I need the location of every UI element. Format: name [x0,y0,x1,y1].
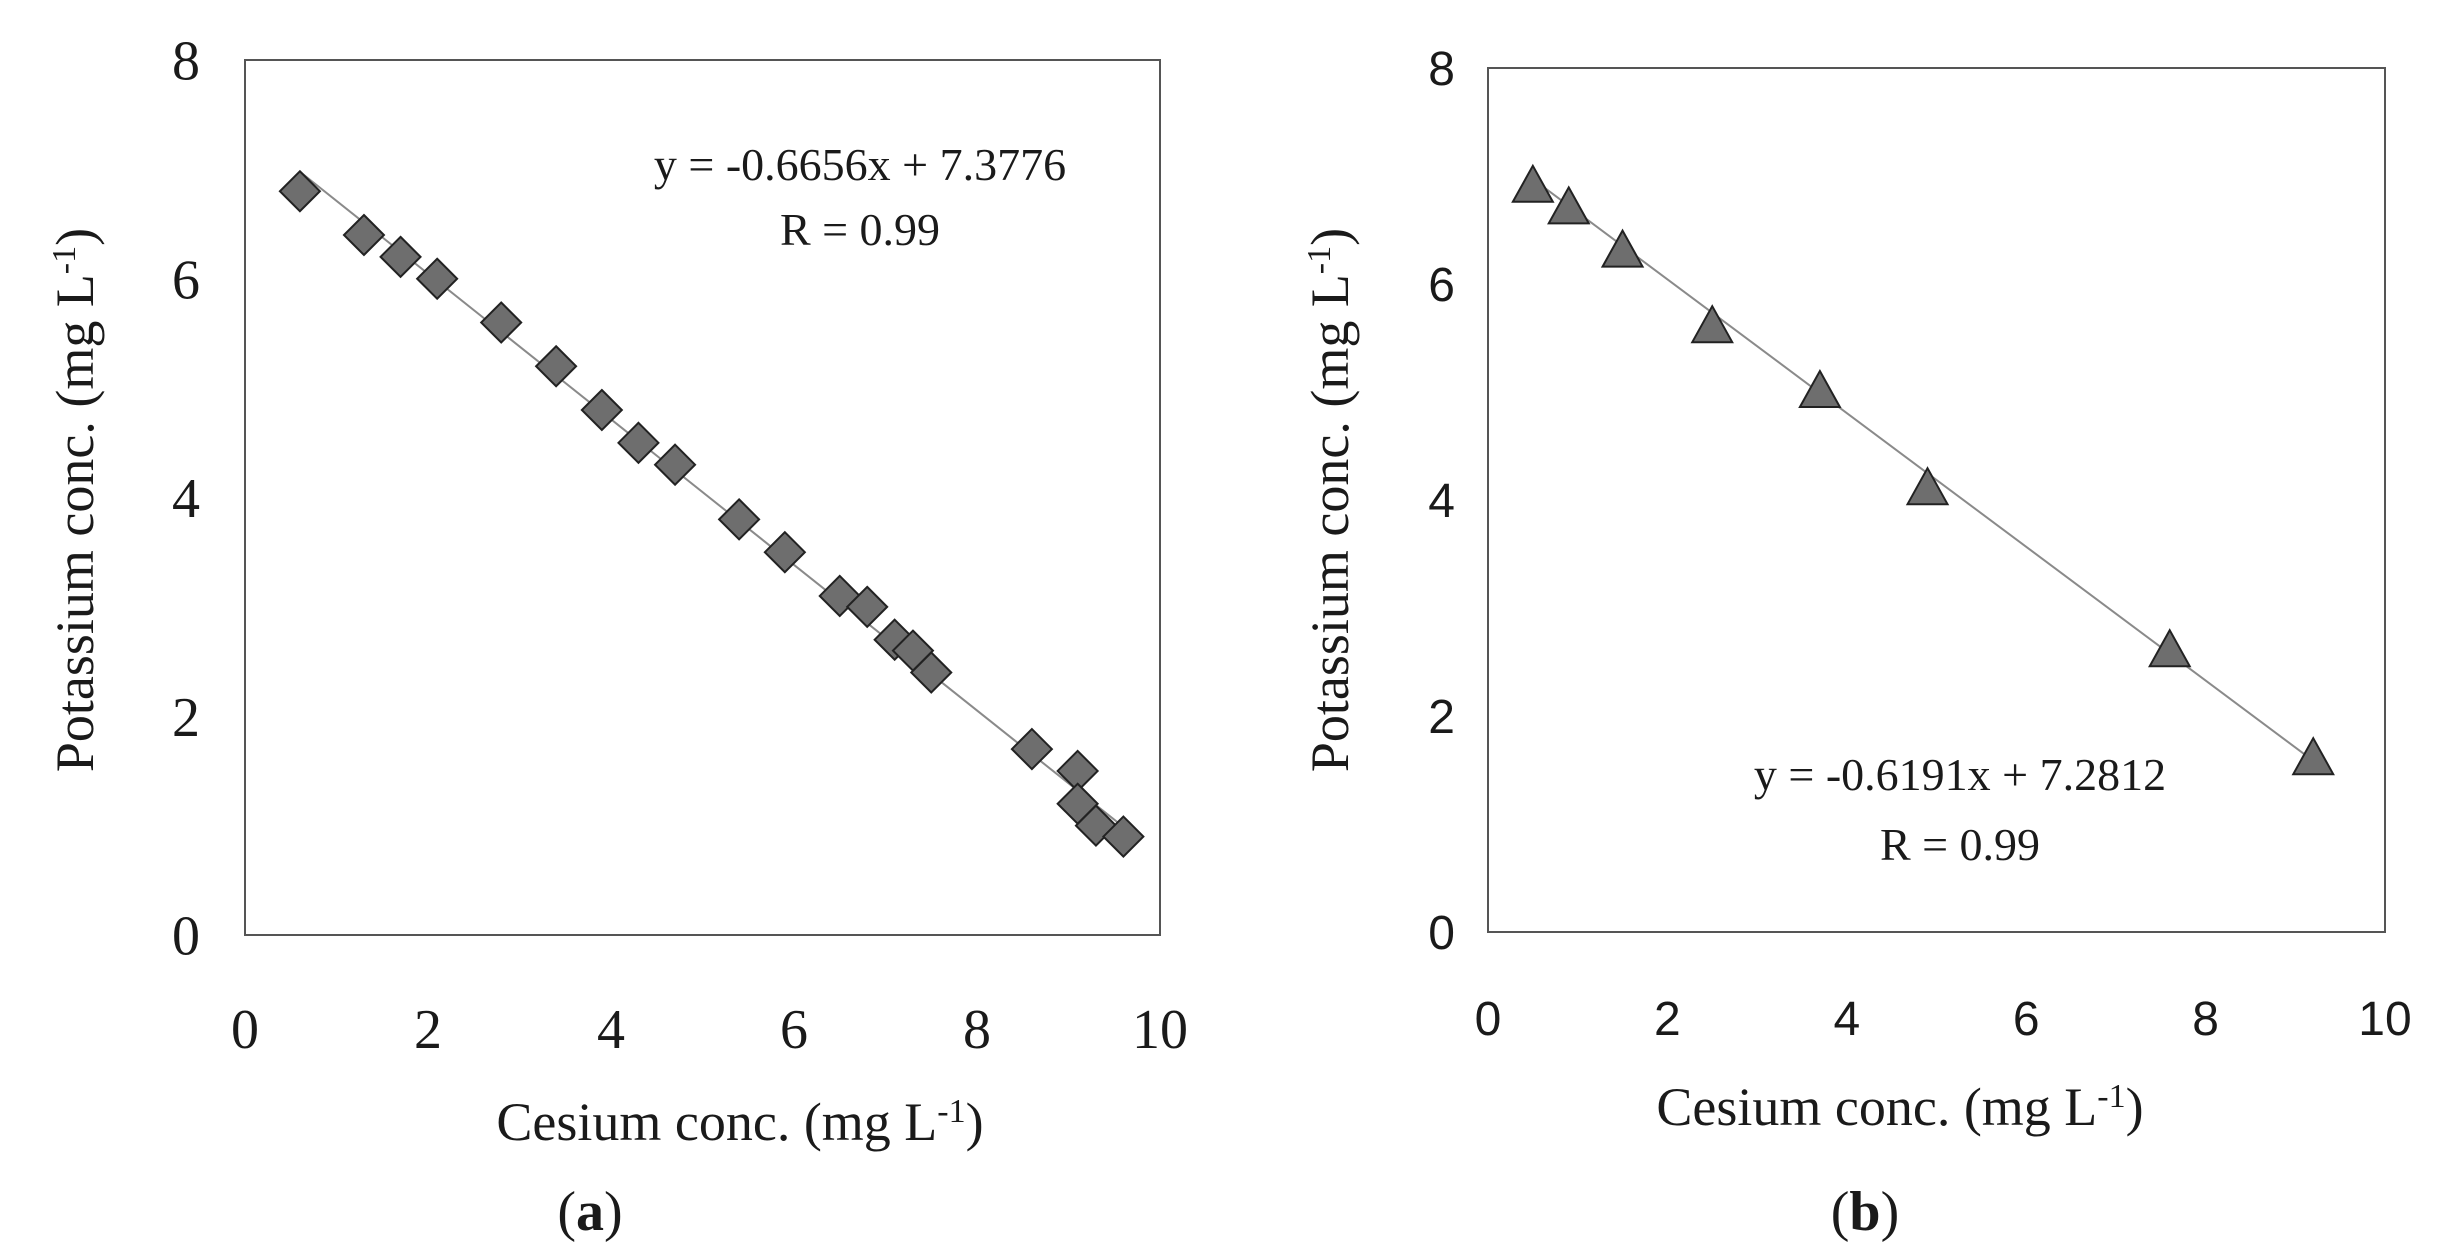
x-tick-label: 6 [2013,993,2040,1046]
data-point-diamond [653,443,697,487]
r-value-a: R = 0.99 [780,204,940,255]
data-point-triangle [1690,304,1734,344]
x-axis-label-a: Cesium conc. (mg L-1) [496,1092,983,1152]
data-point-diamond [1010,727,1054,771]
data-point-triangle [1547,185,1591,225]
x-tick-label: 8 [963,999,991,1061]
data-points-a [278,169,1145,858]
data-point-diamond [534,344,578,388]
y-axis-unit-superscript-b: -1 [1301,246,1338,274]
data-point-triangle [1798,368,1842,408]
panel-letter-b: b [1849,1181,1880,1243]
x-axis-close-paren-a: ) [966,1092,984,1152]
y-tick-label: 6 [1428,259,1455,312]
x-tick-label: 0 [231,999,259,1061]
y-tick-labels-b: 0 2 4 6 8 [1428,43,1455,960]
x-tick-label: 10 [1132,999,1188,1061]
data-point-triangle [1905,466,1950,506]
y-tick-label: 0 [1428,907,1455,960]
y-tick-labels-a: 0 2 4 6 8 [172,31,200,968]
y-tick-label: 6 [172,249,200,311]
data-point-diamond [909,651,953,694]
data-point-triangle [1600,228,1645,268]
x-tick-labels-a: 0 2 4 6 8 10 [231,999,1188,1061]
x-axis-label-text-b: Cesium conc. (mg L [1656,1077,2097,1137]
data-point-diamond [717,497,761,541]
panel-b: 0 2 4 6 8 0 2 4 6 8 10 y = -0.6191x + 7.2812 R = … [1300,43,2412,1243]
data-points-b [1511,163,2335,776]
fit-line-b [1532,178,2314,762]
y-axis-close-paren-b: ) [1300,228,1360,246]
x-axis-label-b: Cesium conc. (mg L-1) [1656,1077,2143,1137]
y-axis-label-b: Potassium conc. (mg L-1) [1300,228,1360,772]
data-point-triangle [2291,736,2335,776]
plot-frame-a [244,59,1161,936]
y-tick-label: 8 [1428,43,1455,96]
data-point-diamond [415,257,459,301]
data-point-diamond [580,388,624,432]
x-axis-unit-superscript-b: -1 [2097,1078,2125,1115]
data-point-diamond [342,213,386,257]
data-point-diamond [479,301,523,344]
data-point-diamond [379,235,422,279]
panel-label-b: (b) [1831,1181,1899,1243]
x-tick-label: 2 [414,999,442,1061]
equation-b: y = -0.6191x + 7.2812 [1754,749,2166,800]
data-point-diamond [278,169,322,213]
y-axis-unit-superscript-a: -1 [46,246,83,274]
data-point-diamond [617,421,660,465]
data-point-diamond [1101,815,1145,858]
x-axis-label-text-a: Cesium conc. (mg L [496,1092,937,1152]
data-point-diamond [845,585,889,629]
y-axis-label-text-a: Potassium conc. (mg L [45,274,105,772]
x-tick-label: 6 [780,999,808,1061]
panel-a: 0 2 4 6 8 0 2 4 6 8 10 y = -0.6656x + 7.3776 R = … [45,31,1188,1243]
y-tick-label: 2 [1428,691,1455,744]
x-tick-label: 4 [1833,993,1860,1046]
x-tick-label: 2 [1654,993,1681,1046]
x-tick-label: 8 [2192,993,2219,1046]
y-tick-label: 4 [1428,475,1455,528]
y-axis-label-a: Potassium conc. (mg L-1) [45,228,105,772]
fit-line-a [299,170,1125,828]
r-value-b: R = 0.99 [1880,819,2040,870]
y-tick-label: 4 [172,468,200,530]
data-point-triangle [1511,163,1555,203]
x-tick-label: 4 [597,999,625,1061]
y-tick-label: 0 [172,906,200,968]
data-point-diamond [763,530,807,574]
x-axis-close-paren-b: ) [2126,1077,2144,1137]
plot-frame-b [1487,67,2386,933]
x-axis-unit-superscript-a: -1 [937,1093,965,1130]
panel-letter-a: a [576,1181,604,1243]
x-tick-label: 0 [1475,993,1502,1046]
equation-a: y = -0.6656x + 7.3776 [654,139,1066,190]
y-axis-close-paren-a: ) [45,228,105,246]
x-tick-label: 10 [2358,993,2411,1046]
y-axis-label-text-b: Potassium conc. (mg L [1300,274,1360,772]
y-tick-label: 8 [172,31,200,93]
x-tick-labels-b: 0 2 4 6 8 10 [1475,993,2412,1046]
panel-label-a: (a) [557,1181,622,1243]
data-point-triangle [2148,628,2192,668]
y-tick-label: 2 [172,687,200,749]
